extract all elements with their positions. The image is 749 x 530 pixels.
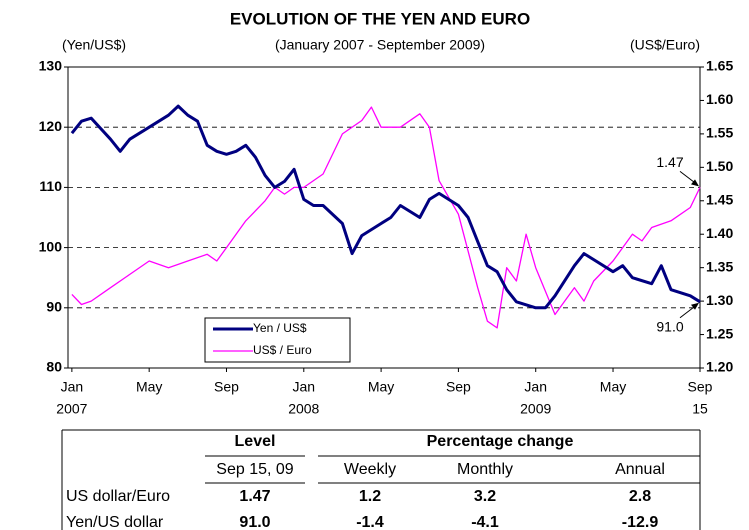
x-tick-label: May: [368, 379, 394, 395]
y2-tick-label: 1.20: [706, 359, 733, 375]
plot-frame: [67, 66, 701, 369]
group-header: Level: [235, 433, 276, 450]
legend-box: [204, 317, 351, 363]
table-cell: 2.8: [629, 488, 651, 505]
table-cell: 1.2: [359, 488, 381, 505]
column-header: Monthly: [457, 461, 513, 478]
y2-tick-label: 1.60: [706, 91, 733, 107]
x-year-label: 2008: [288, 401, 319, 417]
x-tick-label: May: [600, 379, 626, 395]
legend-label: US$ / Euro: [253, 343, 312, 357]
y2-tick-label: 1.45: [706, 191, 733, 207]
x-tick-label: Sep: [214, 379, 239, 395]
x-year-label: 2007: [56, 401, 87, 417]
group-header: Percentage change: [427, 433, 574, 450]
y-tick-label: 110: [39, 178, 62, 194]
x-tick-label: Sep: [446, 379, 471, 395]
y-tick-label: 100: [39, 238, 63, 254]
y2-tick-label: 1.50: [706, 158, 733, 174]
x-tick-label: Jan: [293, 379, 316, 395]
y2-axis-label: (US$/Euro): [630, 37, 700, 53]
line-series: [71, 106, 701, 329]
table-cell: 3.2: [474, 488, 496, 505]
table-cell: -1.4: [356, 514, 384, 530]
y-tick-label: 130: [39, 58, 63, 74]
x-year-label: 2009: [520, 401, 551, 417]
annotation: 91.0: [656, 318, 683, 334]
table-cell: -12.9: [622, 514, 659, 530]
x-tick-label: Jan: [524, 379, 547, 395]
chart-title: EVOLUTION OF THE YEN AND EURO: [230, 9, 530, 28]
y2-tick-label: 1.30: [706, 292, 733, 308]
table-cell: -4.1: [471, 514, 499, 530]
y2-tick-label: 1.35: [706, 258, 733, 274]
chart-subtitle: (January 2007 - September 2009): [275, 37, 485, 53]
x-tick-label: Jan: [61, 379, 84, 395]
column-header: Weekly: [344, 461, 396, 478]
annotation: 1.47: [656, 154, 683, 170]
y2-tick-label: 1.25: [706, 325, 733, 341]
x-tick-label: Sep: [688, 379, 713, 395]
x-year-label: 15: [692, 401, 708, 417]
legend-label: Yen / US$: [253, 321, 307, 335]
y-axis-label: (Yen/US$): [62, 37, 126, 53]
x-tick-label: May: [136, 379, 162, 395]
column-header: Annual: [615, 461, 665, 478]
row-label: US dollar/Euro: [66, 488, 170, 505]
arrow-head: [691, 302, 699, 310]
table-cell: 91.0: [239, 514, 270, 530]
line-series: [70, 104, 701, 310]
table-cell: 1.47: [239, 488, 270, 505]
row-label: Yen/US dollar: [66, 514, 164, 530]
y2-tick-label: 1.55: [706, 125, 733, 141]
y2-tick-label: 1.65: [706, 58, 733, 74]
y2-tick-label: 1.40: [706, 225, 733, 241]
y-tick-label: 80: [46, 359, 62, 375]
column-header: Sep 15, 09: [216, 461, 294, 478]
arrow-head: [691, 179, 699, 187]
y-tick-label: 90: [46, 299, 62, 315]
y-tick-label: 120: [39, 118, 63, 134]
